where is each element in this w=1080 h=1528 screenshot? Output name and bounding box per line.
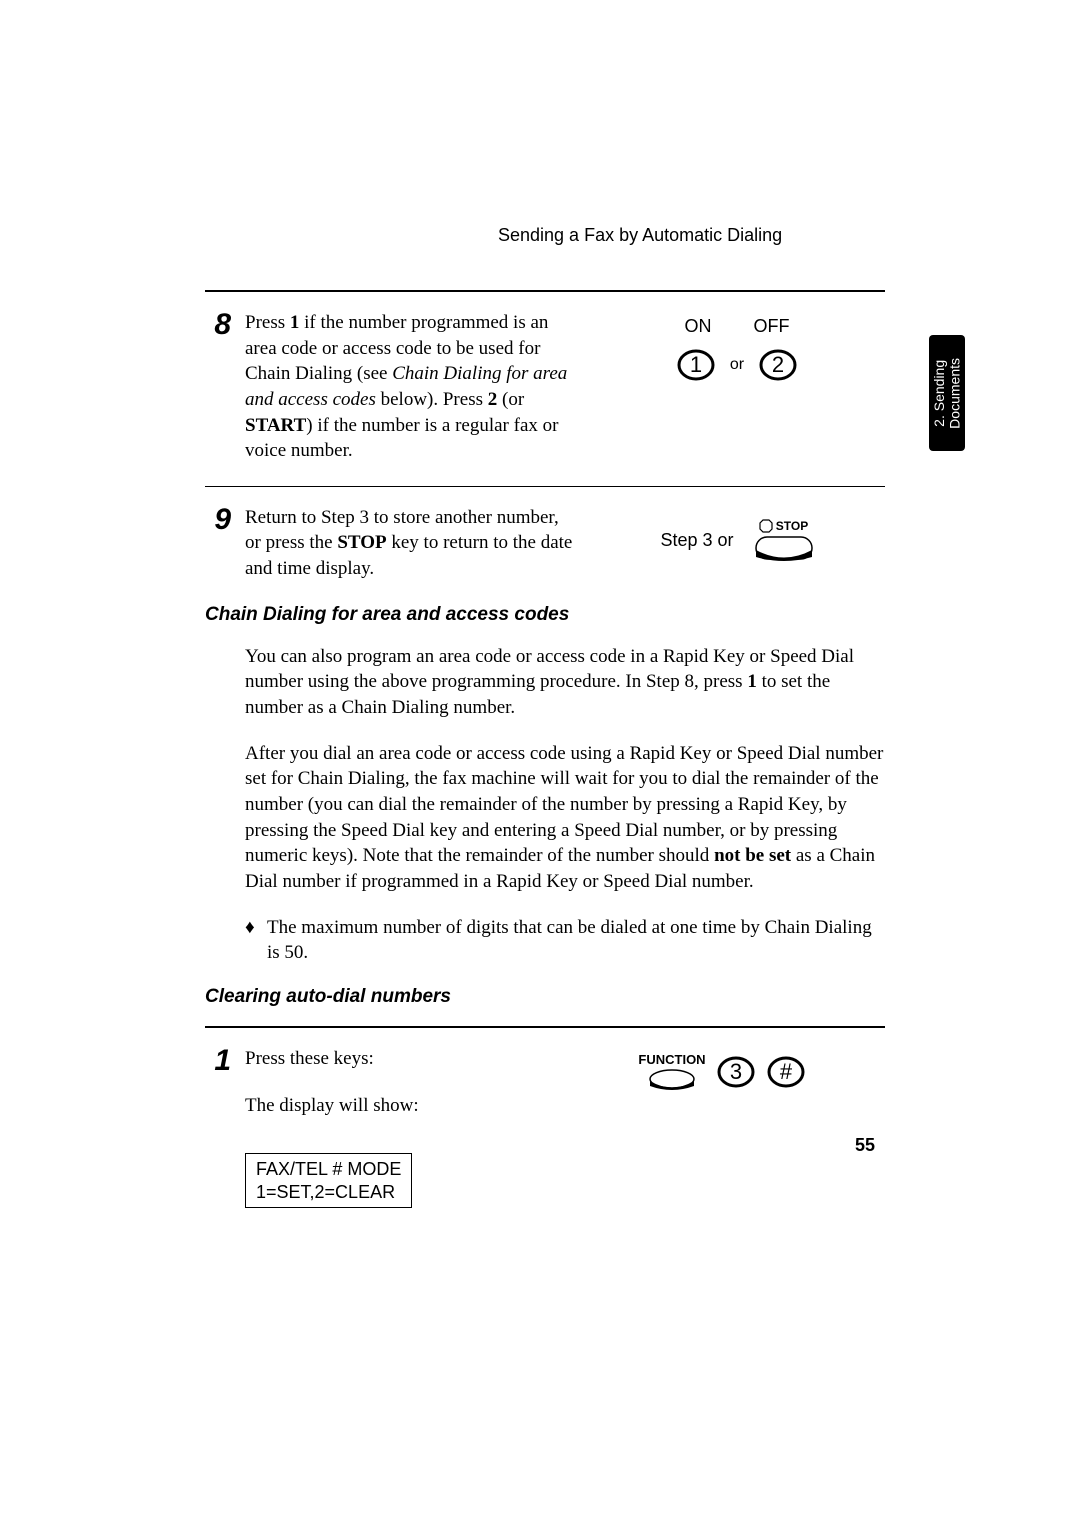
body-paragraph: After you dial an area code or access co… [245, 741, 885, 895]
off-label: OFF [754, 316, 790, 337]
bullet-diamond-icon: ♦ [245, 915, 267, 966]
svg-text:1: 1 [690, 352, 702, 377]
step-number: 9 [205, 505, 231, 535]
svg-text:2: 2 [772, 352, 784, 377]
stop-key-icon [754, 535, 814, 563]
step-8: 8 Press 1 if the number programmed is an… [205, 310, 885, 464]
section-rule [205, 1026, 885, 1028]
section-rule [205, 290, 885, 292]
step-text: Press 1 if the number programmed is an a… [245, 310, 575, 464]
bullet-item: ♦ The maximum number of digits that can … [245, 915, 885, 966]
display-line-2: 1=SET,2=CLEAR [256, 1181, 401, 1204]
side-tab: 2. SendingDocuments [929, 335, 965, 451]
function-key-group: FUNCTION [638, 1052, 705, 1092]
step3-or-label: Step 3 or [660, 530, 733, 551]
stop-button-group: STOP [754, 519, 814, 563]
key-3-icon: 3 [716, 1052, 756, 1092]
on-off-labels: ON OFF [685, 316, 790, 337]
bullet-text: The maximum number of digits that can be… [267, 915, 885, 966]
key-2-icon: 2 [758, 345, 798, 385]
or-label: or [730, 356, 744, 374]
step-number: 8 [205, 310, 231, 340]
svg-text:3: 3 [729, 1059, 741, 1084]
keys-row: 1 or 2 [676, 345, 798, 385]
step-8-graphic: ON OFF 1 or 2 [589, 310, 885, 385]
step-number: 1 [205, 1046, 231, 1076]
body-paragraph: You can also program an area code or acc… [245, 644, 885, 721]
display-line-1: FAX/TEL # MODE [256, 1158, 401, 1181]
key-1-icon: 1 [676, 345, 716, 385]
on-label: ON [685, 316, 712, 337]
page-number: 55 [855, 1135, 875, 1156]
svg-text:#: # [779, 1059, 792, 1084]
function-key-icon [648, 1068, 696, 1092]
step-1: 1 Press these keys: The display will sho… [205, 1046, 885, 1119]
stop-octagon-icon [759, 519, 773, 533]
subheading-chain-dialing: Chain Dialing for area and access codes [205, 604, 885, 626]
page: Sending a Fax by Automatic Dialing 2. Se… [0, 0, 1080, 1528]
thin-rule [205, 486, 885, 487]
side-tab-label: 2. SendingDocuments [932, 358, 963, 429]
step-9-graphic: Step 3 or STOP [589, 505, 885, 563]
function-label: FUNCTION [638, 1052, 705, 1067]
key-hash-icon: # [766, 1052, 806, 1092]
content-area: 8 Press 1 if the number programmed is an… [205, 280, 885, 1208]
step-text: Press these keys: The display will show: [245, 1046, 545, 1119]
subheading-clearing: Clearing auto-dial numbers [205, 986, 885, 1008]
running-header: Sending a Fax by Automatic Dialing [498, 225, 858, 246]
step-text: Return to Step 3 to store another number… [245, 505, 575, 582]
stop-label: STOP [759, 519, 808, 533]
lcd-display-box: FAX/TEL # MODE 1=SET,2=CLEAR [245, 1153, 412, 1208]
step-9: 9 Return to Step 3 to store another numb… [205, 505, 885, 582]
step-1-graphic: FUNCTION 3 # [559, 1046, 885, 1092]
